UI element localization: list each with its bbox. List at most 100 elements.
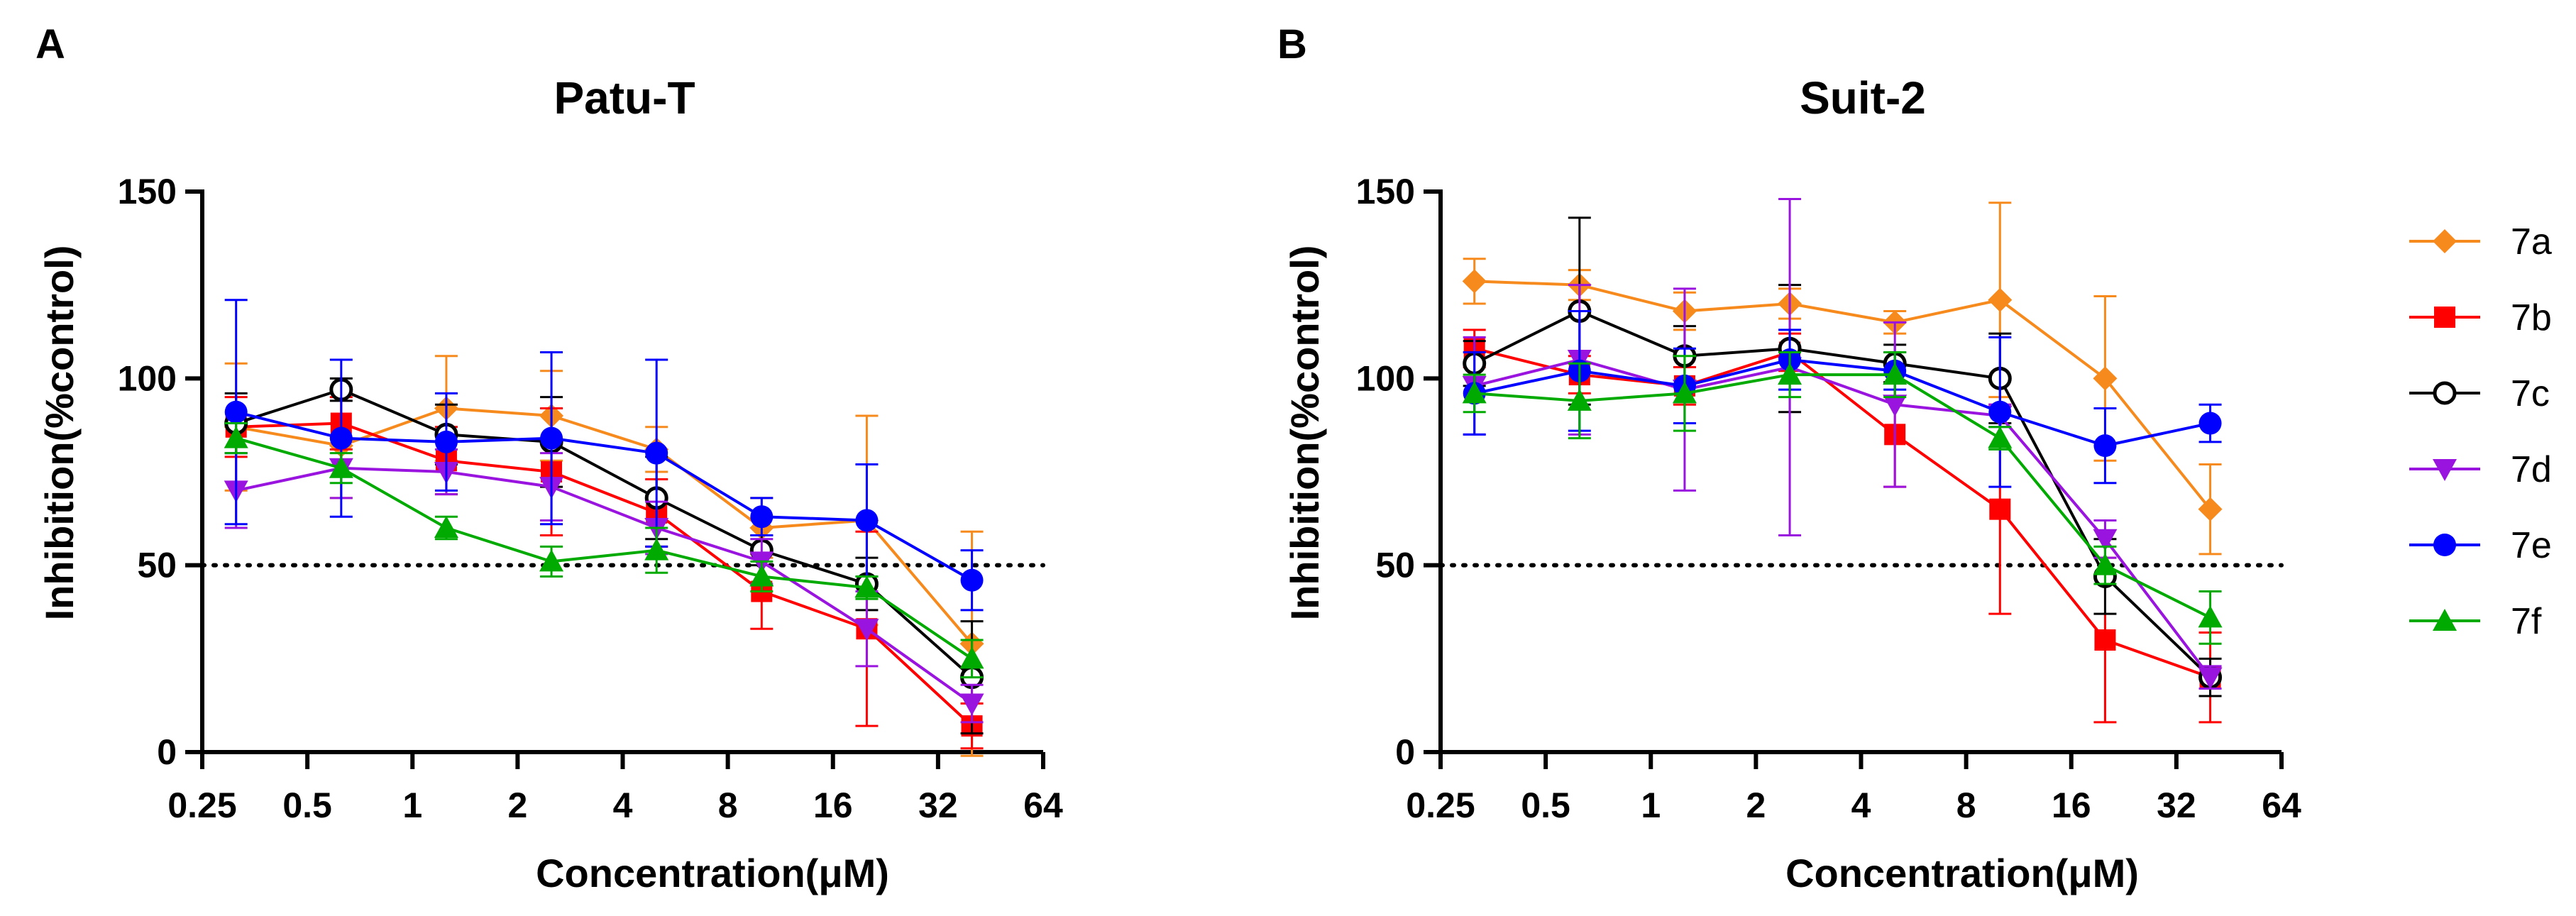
panel-a-line-7f [236, 436, 973, 660]
panel-b-x-tick-label: 1 [1641, 785, 1661, 825]
panel-b-y-tick-label: 100 [1356, 358, 1415, 398]
legend-label-7e: 7e [2511, 525, 2552, 566]
panel-a-point-7e [855, 509, 879, 532]
legend-label-7d: 7d [2511, 449, 2552, 490]
panel-a-y-axis-label: Inhibition(%control) [37, 245, 82, 621]
panel-b-point-7f [1988, 426, 2013, 448]
legend-item-7f: 7f [2409, 601, 2542, 642]
legend-label-7f: 7f [2511, 601, 2542, 642]
panel-a-x-tick-label: 1 [402, 785, 422, 825]
panel-b-x-tick-label: 8 [1956, 785, 1976, 825]
legend-marker-7a [2433, 229, 2457, 253]
panel-b-point-7f [1672, 381, 1697, 404]
panel-b-point-7d [2198, 667, 2223, 690]
panel-b-point-7a [1462, 269, 1487, 294]
panel-b-x-tick-label: 32 [2157, 785, 2196, 825]
panel-a-y-tick-label: 50 [137, 546, 177, 585]
panel-b-x-axis-label: Concentration(μM) [1785, 851, 2139, 895]
legend-label-7a: 7a [2511, 221, 2552, 263]
legend-marker-7c [2433, 381, 2457, 405]
panel-b-point-7f [2093, 553, 2118, 575]
panel-b-x-tick-label: 0.25 [1406, 785, 1475, 825]
legend-label-7b: 7b [2511, 297, 2552, 338]
panel-b-point-7e [2093, 434, 2117, 458]
panel-a-point-7e [960, 568, 984, 592]
legend-item-7d: 7d [2409, 449, 2552, 490]
legend-item-7c: 7c [2409, 373, 2550, 414]
legend: 7a 7b 7c 7d 7e 7f [2409, 221, 2552, 642]
panel-a-line-7b [236, 421, 973, 727]
panel-b-line-7e [1474, 358, 2211, 448]
panel-a-point-7f [959, 646, 984, 669]
panel-b-point-7f [1462, 381, 1487, 404]
panel-b-point-7e [1988, 400, 2012, 424]
panel-a-point-7f [434, 516, 458, 538]
panel-a-y-tick-label: 0 [157, 732, 177, 772]
panel-a-point-7d [959, 693, 984, 716]
panel-b-point-7f [1883, 363, 1908, 385]
panel-b-x-tick-label: 4 [1851, 785, 1871, 825]
legend-marker-7f [2433, 609, 2457, 631]
panel-b-line-7b [1474, 347, 2211, 679]
panel-a-point-7e [329, 426, 353, 450]
panel-b-title: Suit-2 [1800, 72, 1926, 123]
legend-marker-7d [2433, 459, 2457, 481]
panel-b-x-tick-label: 16 [2052, 785, 2091, 825]
legend-item-7a: 7a [2409, 221, 2552, 263]
panel-b-y-tick-label: 150 [1356, 172, 1415, 211]
panel-b: B Suit-2 Concentration(μM) Inhibition(%c… [1277, 21, 2301, 895]
panel-a-x-tick-label: 32 [918, 785, 958, 825]
panel-a-x-tick-label: 16 [813, 785, 853, 825]
panel-a-point-7f [644, 538, 669, 561]
panel-a-point-7e [224, 400, 248, 424]
panel-b-series-7f [1462, 351, 2223, 645]
panel-b-point-7f [1567, 388, 1592, 411]
panel-a-point-7f [539, 549, 564, 572]
panel-b-point-7a [2198, 497, 2223, 522]
panel-letter-a: A [35, 21, 65, 67]
panel-a-x-tick-label: 4 [613, 785, 633, 825]
panel-b-line-7d [1474, 358, 2212, 678]
panel-a-x-tick-label: 0.5 [282, 785, 332, 825]
panel-b-series-7a [1462, 202, 2223, 556]
panel-a-series-7e [224, 299, 984, 612]
panel-b-y-axis-label: Inhibition(%control) [1282, 245, 1327, 621]
panel-b-y-tick-label: 0 [1395, 732, 1415, 772]
panel-a-point-7e [750, 505, 774, 529]
panel-b-point-7a [2093, 366, 2118, 391]
panel-a-point-7e [434, 430, 458, 453]
panel-a-x-axis-label: Concentration(μM) [536, 851, 889, 895]
panel-b-x-tick-label: 2 [1746, 785, 1766, 825]
panel-b-point-7f [2198, 605, 2223, 628]
panel-a-line-7e [236, 410, 973, 582]
panel-b-y-tick-label: 50 [1375, 546, 1415, 585]
panel-a: A Patu-T Concentration(μM) Inhibition(%c… [35, 21, 1063, 895]
panel-a-point-7f [749, 564, 774, 587]
legend-marker-7b [2434, 307, 2455, 328]
panel-b-point-7f [1778, 363, 1802, 385]
panel-a-x-tick-label: 64 [1023, 785, 1063, 825]
panel-a-x-tick-label: 0.25 [167, 785, 236, 825]
panel-b-point-7e [2198, 412, 2222, 435]
panel-a-line-7d [236, 466, 973, 705]
panel-a-point-7e [645, 441, 668, 465]
panel-a-point-7f [854, 575, 879, 598]
panel-a-point-7d [854, 619, 879, 641]
legend-label-7c: 7c [2511, 373, 2550, 414]
legend-item-7b: 7b [2409, 297, 2552, 338]
panel-a-title: Patu-T [554, 72, 695, 123]
panel-a-x-tick-label: 8 [718, 785, 738, 825]
panel-b-line-7a [1474, 280, 2212, 510]
panel-b-line-7f [1474, 373, 2211, 619]
panel-b-point-7d [1883, 394, 1908, 417]
panel-b-x-tick-label: 0.5 [1521, 785, 1570, 825]
panel-b-point-7a [1988, 287, 2013, 312]
panel-a-line-7c [236, 388, 973, 679]
panel-a-point-7e [540, 426, 563, 450]
panel-a-point-7f [329, 456, 353, 478]
legend-marker-7e [2433, 534, 2456, 556]
panel-b-x-tick-label: 64 [2262, 785, 2301, 825]
panel-b-series-7b [1463, 329, 2222, 724]
panel-a-point-7f [224, 426, 248, 448]
